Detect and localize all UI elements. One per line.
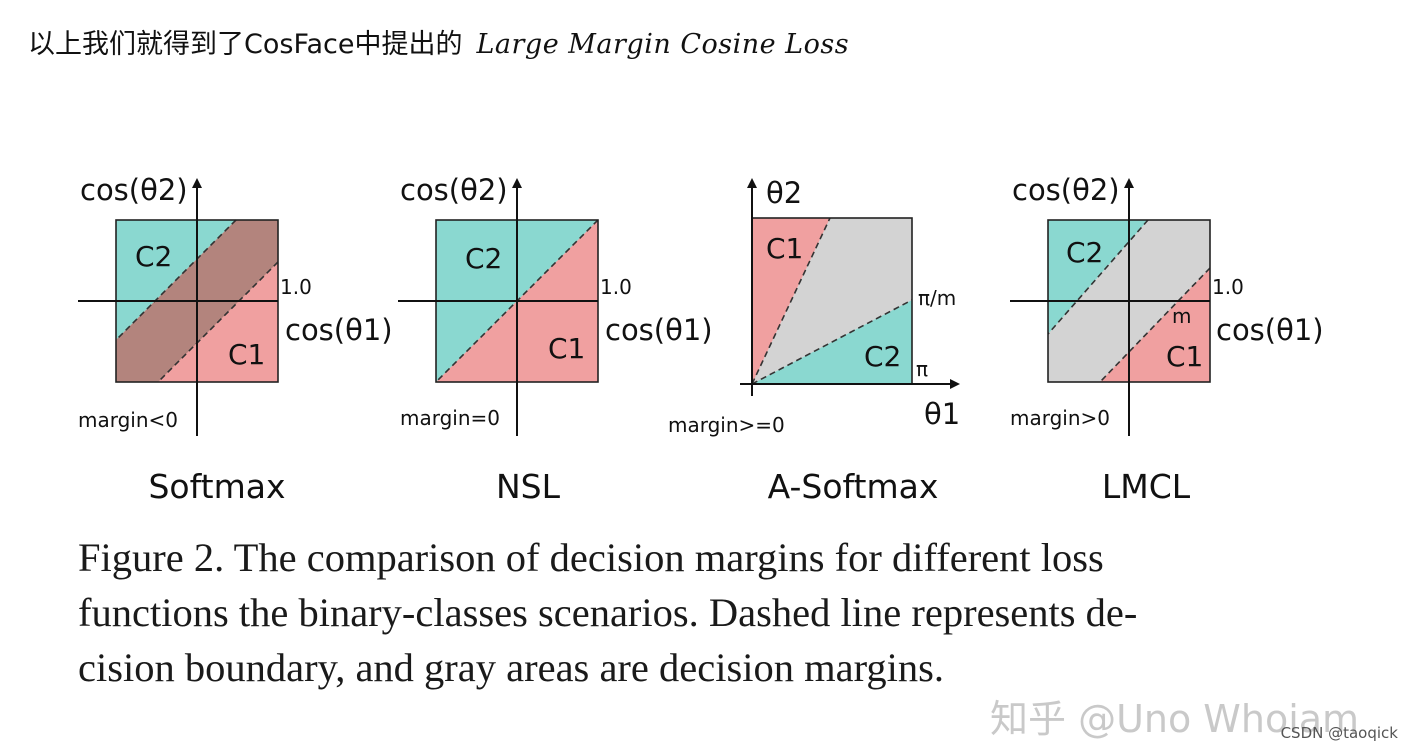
softmax-region-label-c1: C1 <box>228 338 265 371</box>
a-softmax-title: A-Softmax <box>768 467 939 506</box>
lmcl-title: LMCL <box>1102 467 1191 506</box>
panel-softmax: cos(θ2) cos(θ1) 1.0 C2 C1 margin<0 Softm… <box>78 173 393 506</box>
caption-line-2: functions the binary-classes scenarios. … <box>78 590 1138 635</box>
softmax-region-label-c2: C2 <box>135 240 172 273</box>
lmcl-x-label: cos(θ1) <box>1216 313 1324 347</box>
lmcl-m-label: m <box>1172 304 1191 328</box>
lmcl-y-label: cos(θ2) <box>1012 173 1120 207</box>
caption-line-1: Figure 2. The comparison of decision mar… <box>78 535 1104 580</box>
lmcl-margin-label: margin>0 <box>1010 406 1110 430</box>
softmax-tick-label: 1.0 <box>280 275 312 299</box>
a-softmax-tick-pi: π <box>916 357 928 381</box>
caption-line-3: cision boundary, and gray areas are deci… <box>78 645 944 690</box>
lmcl-boundary-2 <box>1099 267 1211 383</box>
softmax-title: Softmax <box>148 467 285 506</box>
nsl-tick-label: 1.0 <box>600 275 632 299</box>
zhihu-watermark: 知乎 @Uno Whoiam <box>990 697 1360 741</box>
figure-caption: Figure 2. The comparison of decision mar… <box>78 530 1288 695</box>
a-softmax-margin-label: margin>=0 <box>668 413 785 437</box>
softmax-x-label: cos(θ1) <box>285 313 393 347</box>
figure-2: cos(θ2) cos(θ1) 1.0 C2 C1 margin<0 Softm… <box>78 173 1324 506</box>
softmax-boundary-1 <box>115 219 237 341</box>
a-softmax-tick-pi-over-m: π/m <box>918 286 956 310</box>
a-softmax-x-label: θ1 <box>924 397 960 431</box>
a-softmax-y-label: θ2 <box>766 176 802 210</box>
lmcl-region-label-c2: C2 <box>1066 236 1103 269</box>
intro-line: 以上我们就得到了CosFace中提出的 Large Margin Cosine … <box>28 22 849 62</box>
lmcl-region-label-c1: C1 <box>1166 340 1203 373</box>
nsl-title: NSL <box>496 467 561 506</box>
a-softmax-region-label-c1: C1 <box>766 232 803 265</box>
a-softmax-region-label-c2: C2 <box>864 340 901 373</box>
nsl-margin-label: margin=0 <box>400 406 500 430</box>
softmax-y-label: cos(θ2) <box>80 173 188 207</box>
nsl-region-label-c2: C2 <box>465 242 502 275</box>
lmcl-boundary-1 <box>1047 219 1149 335</box>
intro-math: Large Margin Cosine Loss <box>476 29 850 60</box>
nsl-region-label-c1: C1 <box>548 332 585 365</box>
nsl-y-label: cos(θ2) <box>400 173 508 207</box>
panel-lmcl: cos(θ2) cos(θ1) 1.0 m C2 C1 margin>0 LMC… <box>1010 173 1324 506</box>
intro-text: 以上我们就得到了CosFace中提出的 <box>28 29 463 60</box>
softmax-boundary-2 <box>157 261 279 383</box>
lmcl-tick-label: 1.0 <box>1212 275 1244 299</box>
panel-a-softmax: θ2 θ1 π/m π C1 C2 margin>=0 A-Softmax <box>668 176 960 506</box>
csdn-credit: CSDN @taoqick <box>1280 724 1398 742</box>
panel-nsl: cos(θ2) cos(θ1) 1.0 C2 C1 margin=0 NSL <box>398 173 713 506</box>
nsl-x-label: cos(θ1) <box>605 313 713 347</box>
a-softmax-boundary-1 <box>751 217 831 385</box>
a-softmax-boundary-2 <box>751 299 913 385</box>
softmax-margin-label: margin<0 <box>78 408 178 432</box>
lmcl-c1-region <box>1100 268 1210 382</box>
